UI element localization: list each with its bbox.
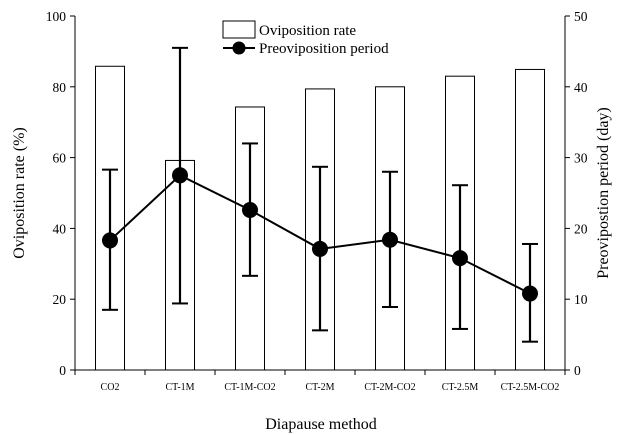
y-tick-label-left: 0: [59, 363, 66, 378]
y-tick-label-right: 20: [574, 221, 588, 236]
line-point: [452, 250, 468, 267]
line-point: [242, 201, 258, 218]
legend: Oviposition rate Preoviposition period: [222, 20, 389, 57]
ticks-layer: 0 20 40 60 80 100 0 10 20 30 40 50 CO2 CT-1M CT-1M-CO2…: [46, 9, 588, 393]
y-tick-label-left: 80: [53, 80, 67, 95]
y-tick-label-left: 40: [53, 221, 67, 236]
line-point: [312, 240, 328, 257]
x-tick-label: CT-1M-CO2: [224, 382, 275, 393]
legend-line-marker: [232, 41, 246, 55]
x-tick-label: CT-2M: [305, 382, 334, 393]
line-point: [102, 232, 118, 249]
axes-layer: [74, 16, 566, 371]
y-axis-title-left: Oviposition rate (%): [11, 127, 28, 259]
x-axis-title: Diapause method: [265, 416, 377, 433]
x-tick-label: CT-1M: [165, 382, 194, 393]
y-tick-label-left: 100: [46, 9, 67, 24]
y-tick-label-right: 30: [574, 151, 588, 166]
line-layer: [102, 46, 538, 343]
x-tick-label: CT-2.5M: [442, 382, 479, 393]
line-point: [522, 285, 538, 302]
x-tick-label: CO2: [101, 382, 120, 393]
x-tick-label: CT-2.5M-CO2: [501, 382, 560, 393]
line-point: [172, 167, 188, 184]
legend-bar-swatch: [222, 20, 256, 39]
line-point: [382, 231, 398, 248]
y-tick-label-left: 60: [53, 151, 67, 166]
y-tick-label-left: 20: [53, 292, 67, 307]
y-axis-title-right: Preovipostion period (day): [595, 107, 612, 279]
y-tick-label-right: 10: [574, 292, 588, 307]
legend-bar-label: Oviposition rate: [259, 23, 356, 39]
legend-line-label: Preoviposition period: [259, 41, 389, 57]
bars-layer: [95, 65, 545, 371]
y-tick-label-right: 50: [574, 9, 588, 24]
x-tick-label: CT-2M-CO2: [364, 382, 415, 393]
y-tick-label-right: 40: [574, 80, 588, 95]
y-tick-label-right: 0: [574, 363, 581, 378]
